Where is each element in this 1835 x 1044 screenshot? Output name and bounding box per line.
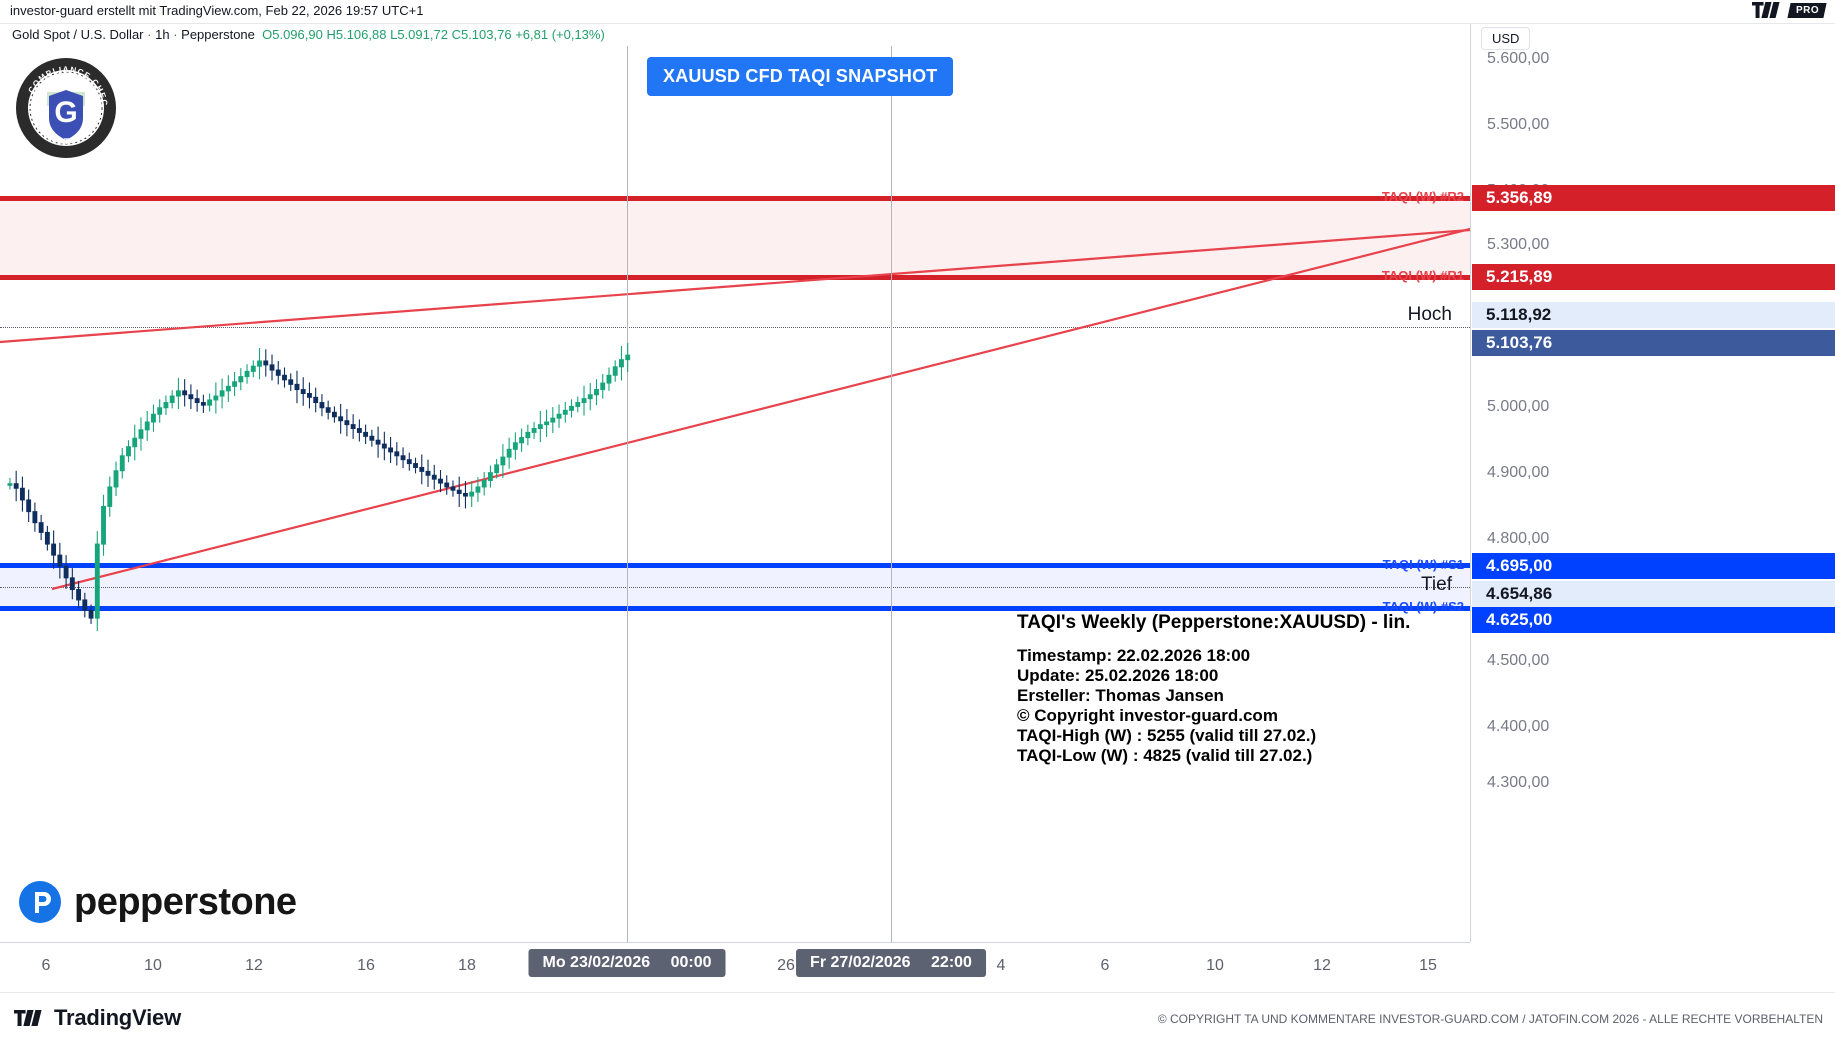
pepperstone-logo-icon <box>19 881 61 923</box>
chart-pane[interactable]: XAUUSD CFD TAQI SNAPSHOT TAQI's Weekly (… <box>0 46 1470 942</box>
resistance-line-r1 <box>0 275 1470 280</box>
price-tick-5600: 5.600,00 <box>1487 50 1550 67</box>
pro-label: PRO <box>1787 2 1827 18</box>
time-tick-9: 12 <box>1313 957 1331 974</box>
annotation-line-5: TAQI-Low (W) : 4825 (valid till 27.02.) <box>1017 746 1313 766</box>
tag-tief: Tief <box>1421 574 1452 595</box>
support-line-s1 <box>0 563 1470 568</box>
date-badge-0-date: Mo 23/02/2026 <box>542 954 651 971</box>
tag-taqi-w-r1: TAQI (W) #R1 <box>1381 268 1464 283</box>
footer-brand-name: TradingView <box>54 1005 181 1030</box>
high-dotted-line <box>0 327 1470 328</box>
price-tick-5000: 5.000,00 <box>1487 398 1550 415</box>
time-tick-5: 26 <box>777 957 795 974</box>
legend-exchange: Pepperstone <box>181 27 255 42</box>
annotation-block: TAQI's Weekly (Pepperstone:XAUUSD) - lin… <box>1017 612 1410 766</box>
price-label-tief: 4.654,86 <box>1472 581 1835 607</box>
annotation-title: TAQI's Weekly (Pepperstone:XAUUSD) - lin… <box>1017 612 1411 633</box>
price-tick-4300: 4.300,00 <box>1487 774 1550 791</box>
annotation-line-3: © Copyright investor-guard.com <box>1017 706 1278 726</box>
date-badge-0-time: 00:00 <box>670 954 712 971</box>
price-label-taqi-w-s1: 4.695,00 <box>1472 553 1835 579</box>
time-tick-10: 15 <box>1419 957 1437 974</box>
legend-change: +6,81 (+0,13%) <box>515 27 605 42</box>
tradingview-logo-icon <box>1751 2 1780 18</box>
top-attribution-bar: investor-guard erstellt mit TradingView.… <box>0 0 1835 24</box>
tag-hoch: Hoch <box>1407 304 1452 325</box>
legend-sep-2: · <box>173 27 178 42</box>
tag-taqi-w-r2: TAQI (W) #R2 <box>1381 189 1464 204</box>
seal-letter: G <box>54 96 77 129</box>
pepperstone-watermark: pepperstone <box>18 880 297 924</box>
price-tick-5300: 5.300,00 <box>1487 236 1550 253</box>
price-tick-5500: 5.500,00 <box>1487 116 1550 133</box>
tag-taqi-w-s1: TAQI (W) #S1 <box>1382 557 1464 572</box>
resistance-zone <box>0 198 1470 280</box>
date-badge-1-date: Fr 27/02/2026 <box>810 954 911 971</box>
price-label-taqi-w-s2: 4.625,00 <box>1472 607 1835 633</box>
snapshot-banner: XAUUSD CFD TAQI SNAPSHOT <box>647 57 954 96</box>
price-axis[interactable]: USD 5.600,00 5.500,00 5.400,00 5.300,00 … <box>1470 24 1835 942</box>
time-tick-2: 12 <box>245 957 263 974</box>
price-series <box>7 342 631 632</box>
tradingview-pro-badge: PRO <box>1751 2 1827 18</box>
compliance-seal: G COMPLIANCE CHECKED INVESTOR GUARD <box>10 49 118 165</box>
date-badge-1-time: 22:00 <box>931 954 972 971</box>
annotation-line-1: Update: 25.02.2026 18:00 <box>1017 666 1219 686</box>
price-label-taqi-w-r1: 5.215,89 <box>1472 264 1835 290</box>
time-axis[interactable]: 6 10 12 16 18 Mo 23/02/2026 00:00 26 Fr … <box>0 942 1470 992</box>
date-badge-0: Mo 23/02/2026 00:00 <box>528 949 726 977</box>
legend-low: L5.091,72 <box>390 27 448 42</box>
trendlines <box>0 227 1470 591</box>
legend-high: H5.106,88 <box>326 27 387 42</box>
time-tick-7: 6 <box>1100 957 1110 974</box>
support-line-s2 <box>0 606 1470 611</box>
pepperstone-wordmark: pepperstone <box>74 880 297 923</box>
annotation-line-2: Ersteller: Thomas Jansen <box>1017 686 1224 706</box>
footer-bar: TradingView © COPYRIGHT TA UND KOMMENTAR… <box>0 992 1835 1044</box>
price-label-taqi-w-r2: 5.356,89 <box>1472 185 1835 211</box>
legend-close: C5.103,76 <box>451 27 512 42</box>
attribution-text: investor-guard erstellt mit TradingView.… <box>10 3 424 18</box>
annotation-line-4: TAQI-High (W) : 5255 (valid till 27.02.) <box>1017 726 1317 746</box>
legend-open: O5.096,90 <box>262 27 323 42</box>
footer-tradingview-logo[interactable]: TradingView <box>14 1005 181 1031</box>
legend-sep-1: · <box>147 27 152 42</box>
low-dotted-line <box>0 587 1470 588</box>
time-tick-0: 6 <box>41 957 51 974</box>
footer-copyright: © COPYRIGHT TA UND KOMMENTARE INVESTOR-G… <box>1157 1012 1823 1026</box>
time-tick-4: 18 <box>458 957 476 974</box>
time-tick-6: 4 <box>996 957 1006 974</box>
price-tick-4800: 4.800,00 <box>1487 530 1550 547</box>
compliance-seal-icon: G COMPLIANCE CHECKED INVESTOR GUARD <box>10 49 116 158</box>
resistance-line-r2 <box>0 196 1470 201</box>
time-tick-1: 10 <box>144 957 162 974</box>
price-label-last: 5.103,76 <box>1472 330 1835 356</box>
chart-legend: Gold Spot / U.S. Dollar · 1h · Peppersto… <box>0 24 1470 46</box>
date-badge-1: Fr 27/02/2026 22:00 <box>796 949 986 977</box>
tradingview-logo-icon <box>14 1010 42 1026</box>
time-tick-8: 10 <box>1206 957 1224 974</box>
legend-interval[interactable]: 1h <box>155 27 170 42</box>
session-divider-2 <box>891 46 892 942</box>
price-label-hoch: 5.118,92 <box>1472 302 1835 328</box>
legend-symbol[interactable]: Gold Spot / U.S. Dollar <box>12 27 144 42</box>
price-tick-4900: 4.900,00 <box>1487 464 1550 481</box>
session-divider-1 <box>627 46 628 942</box>
time-tick-3: 16 <box>357 957 375 974</box>
price-tick-4500: 4.500,00 <box>1487 652 1550 669</box>
tag-taqi-w-s2: TAQI (W) #S2 <box>1382 599 1464 614</box>
price-tick-4400: 4.400,00 <box>1487 718 1550 735</box>
annotation-line-0: Timestamp: 22.02.2026 18:00 <box>1017 646 1251 665</box>
currency-chip[interactable]: USD <box>1481 27 1531 50</box>
